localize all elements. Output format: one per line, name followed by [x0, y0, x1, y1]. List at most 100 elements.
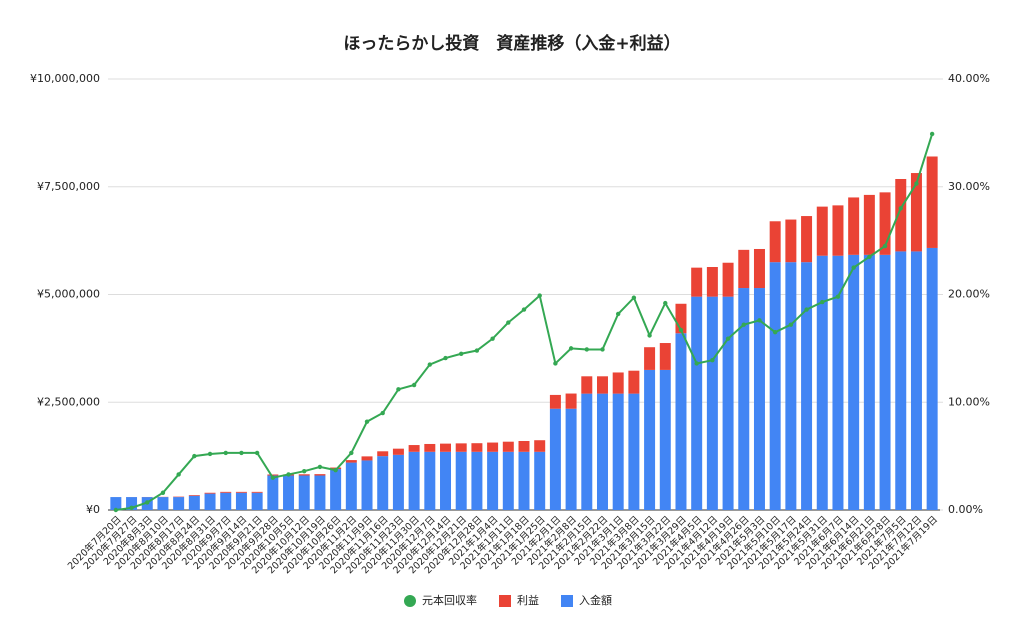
bar	[848, 197, 859, 254]
bar	[220, 492, 231, 493]
bar	[644, 347, 655, 370]
line-point	[396, 387, 400, 391]
bar	[927, 156, 938, 247]
bar	[895, 251, 906, 510]
y2-tick-label: 20.00%	[948, 288, 990, 301]
bar	[550, 395, 561, 409]
bar	[252, 493, 263, 510]
line-point	[506, 320, 510, 324]
line-point	[286, 472, 290, 476]
bar	[864, 195, 875, 255]
bar	[409, 445, 420, 452]
bar	[880, 255, 891, 510]
line-point	[757, 318, 761, 322]
bar	[911, 251, 922, 510]
legend-swatch	[561, 595, 573, 607]
line-point	[208, 452, 212, 456]
bar	[393, 455, 404, 510]
y-tick-label: ¥7,500,000	[37, 180, 100, 193]
bar	[801, 216, 812, 262]
line-point	[161, 491, 165, 495]
bar	[220, 493, 231, 510]
line-point	[192, 454, 196, 458]
line-point	[333, 468, 337, 472]
line-point	[867, 255, 871, 259]
bar	[550, 409, 561, 510]
line-point	[930, 132, 934, 136]
bar	[534, 452, 545, 510]
line-point	[694, 361, 698, 365]
y2-tick-label: 30.00%	[948, 180, 990, 193]
bar	[205, 493, 216, 494]
bar	[424, 444, 435, 452]
bar	[785, 220, 796, 263]
bar	[660, 343, 671, 370]
bar	[424, 452, 435, 510]
line-point	[789, 322, 793, 326]
bar	[785, 262, 796, 510]
line-point	[537, 293, 541, 297]
bar	[817, 207, 828, 256]
bar	[346, 463, 357, 510]
bar	[519, 441, 530, 452]
y2-tick-label: 40.00%	[948, 72, 990, 85]
y-tick-label: ¥5,000,000	[37, 288, 100, 301]
bar	[362, 456, 373, 460]
bar	[691, 297, 702, 510]
line-point	[600, 347, 604, 351]
line-point	[804, 307, 808, 311]
line-point	[820, 300, 824, 304]
bar	[613, 394, 624, 510]
bar	[314, 474, 325, 475]
line-point	[475, 348, 479, 352]
bar	[864, 255, 875, 510]
y-tick-label: ¥10,000,000	[30, 72, 100, 85]
bar	[346, 460, 357, 462]
bar	[597, 376, 608, 393]
bar	[832, 205, 843, 255]
bar	[519, 452, 530, 510]
bar	[456, 452, 467, 510]
legend-swatch	[404, 595, 416, 607]
bar	[581, 376, 592, 393]
bar	[832, 256, 843, 510]
line-point	[318, 465, 322, 469]
line-point	[239, 451, 243, 455]
bar	[723, 263, 734, 297]
line-point	[365, 419, 369, 423]
bar	[754, 249, 765, 288]
bar	[377, 451, 388, 456]
y2-tick-label: 10.00%	[948, 395, 990, 408]
bar	[236, 493, 247, 510]
bar	[628, 394, 639, 510]
line-point	[899, 206, 903, 210]
line-point	[663, 301, 667, 305]
bar	[801, 262, 812, 510]
legend-label: 元本回収率	[422, 593, 477, 607]
line-point	[302, 469, 306, 473]
bar	[236, 492, 247, 493]
line-point	[459, 352, 463, 356]
bar	[707, 297, 718, 510]
line-point	[616, 312, 620, 316]
line-point	[145, 500, 149, 504]
legend-label: 入金額	[579, 593, 612, 607]
bar	[189, 496, 200, 510]
legend-label: 利益	[517, 593, 539, 607]
bar	[283, 476, 294, 510]
line-point	[726, 336, 730, 340]
line-point	[632, 296, 636, 300]
bar	[675, 333, 686, 510]
bar	[393, 449, 404, 455]
line-point	[710, 358, 714, 362]
bar	[299, 474, 310, 475]
line-point	[773, 330, 777, 334]
chart-title: ほったらかし投資 資産推移（入金+利益）	[343, 33, 680, 54]
bar	[487, 443, 498, 452]
bar	[330, 469, 341, 510]
bar	[738, 288, 749, 510]
bar	[299, 476, 310, 510]
bar	[613, 372, 624, 393]
legend-swatch	[499, 595, 511, 607]
bar	[456, 443, 467, 451]
